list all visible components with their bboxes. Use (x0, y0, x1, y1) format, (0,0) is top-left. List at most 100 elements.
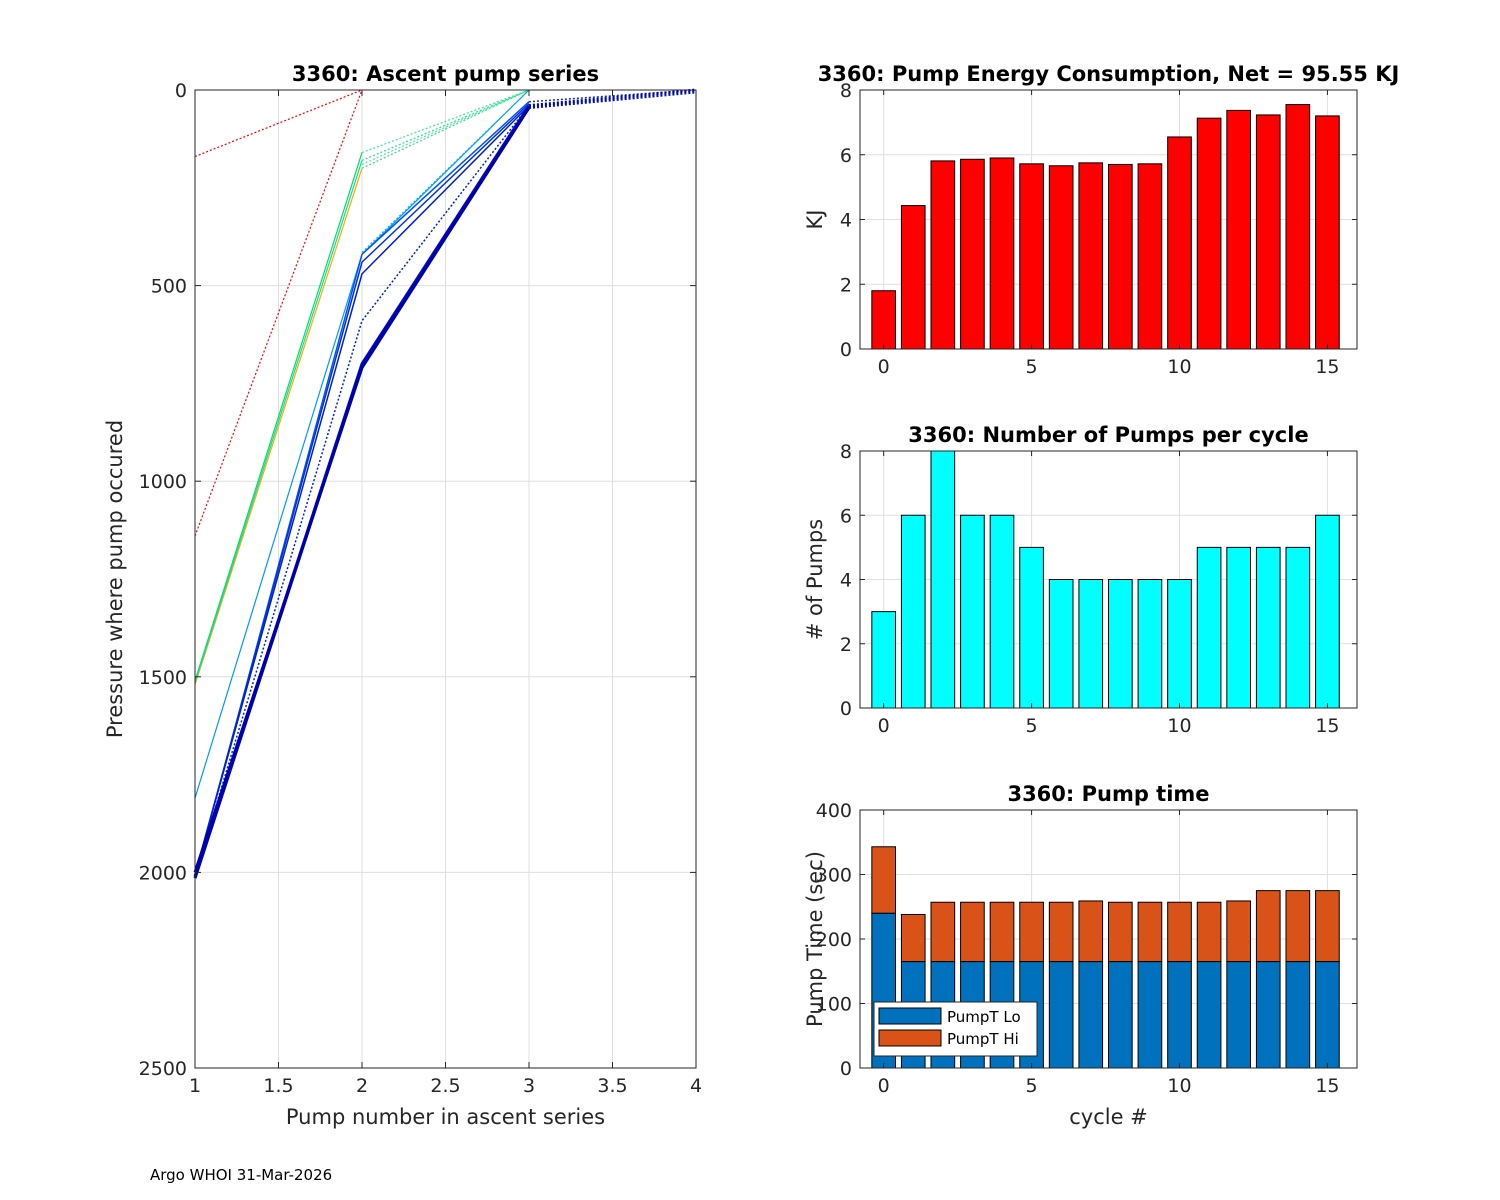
y-tick-label: 300 (816, 865, 852, 887)
bar (1196, 546, 1222, 709)
bar-hi (1285, 890, 1311, 963)
bar-hi (1108, 901, 1133, 963)
bar (930, 450, 956, 709)
x-tick-label: 5 (1026, 715, 1038, 737)
chart-title: 3360: Pump time (1007, 782, 1209, 806)
legend-box (873, 1001, 1038, 1057)
legend-label: PumpT Hi (947, 1030, 1019, 1048)
x-tick-label: 5 (1026, 356, 1038, 378)
x-tick-label: 3 (523, 1075, 535, 1097)
bar-hi (1048, 901, 1074, 963)
x-tick-label: 1 (189, 1075, 201, 1097)
y-tick-label: 200 (816, 929, 852, 951)
bar (1196, 117, 1222, 350)
series-line-0 (194, 89, 363, 537)
x-tick-label: 10 (1167, 1075, 1191, 1097)
bar (1048, 165, 1074, 350)
bar-lo (1167, 961, 1192, 1069)
x-tick-label: 2 (356, 1075, 368, 1097)
series-line-2 (194, 168, 363, 685)
x-tick-label: 15 (1315, 1075, 1339, 1097)
series-line-13 (194, 105, 530, 875)
bar (1226, 546, 1252, 709)
y-tick-label: 0 (840, 1058, 852, 1080)
y-axis-label: # of Pumps (803, 519, 827, 641)
bar-hi (1078, 900, 1104, 963)
y-axis-label: Pressure where pump occured (103, 420, 127, 738)
bar (989, 514, 1015, 709)
x-tick-label: 4 (690, 1075, 702, 1097)
bar (1285, 546, 1311, 709)
x-tick-label: 0 (878, 356, 890, 378)
y-tick-label: 2 (840, 634, 852, 656)
x-tick-label: 0 (878, 1075, 890, 1097)
bar-lo (1078, 961, 1104, 1069)
chart-title: 3360: Pump Energy Consumption, Net = 95.… (818, 62, 1400, 86)
bar (1255, 546, 1281, 709)
bar (1078, 579, 1104, 709)
bar (960, 158, 985, 350)
bar-hi (960, 901, 985, 963)
y-tick-label: 0 (840, 339, 852, 361)
bar-hi (930, 901, 956, 963)
series-line-10 (361, 89, 530, 253)
x-tick-label: 1.5 (263, 1075, 293, 1097)
series-line-8 (361, 89, 530, 165)
y-tick-label: 2500 (139, 1058, 187, 1080)
axes-pumptime: PumpT Lo PumpT Hi 0 5 10 15 0 100 200 300 400 3360:… (803, 782, 1358, 1129)
y-tick-label: 8 (840, 441, 852, 463)
y-tick-label: 6 (840, 505, 852, 527)
y-tick-label: 8 (840, 80, 852, 102)
y-tick-label: 2000 (139, 862, 187, 884)
series-line-5 (361, 89, 530, 154)
bar-hi (989, 901, 1015, 963)
x-tick-label: 10 (1167, 715, 1191, 737)
bar-lo (1285, 961, 1311, 1069)
bar-lo (1108, 961, 1133, 1069)
bar (1108, 163, 1133, 350)
legend-swatch (878, 1007, 942, 1025)
bar (1255, 114, 1281, 350)
bar (1108, 579, 1133, 709)
x-tick-label: 15 (1315, 356, 1339, 378)
bar (1048, 579, 1074, 709)
series-line-12 (194, 103, 530, 875)
bar-hi (1255, 890, 1281, 963)
bar (1078, 162, 1104, 350)
bar-hi (1196, 901, 1222, 963)
legend: PumpT Lo PumpT Hi (873, 1001, 1038, 1057)
bar-hi (1315, 890, 1340, 963)
bar-hi (1167, 901, 1192, 963)
footer-stamp: Argo WHOI 31-Mar-2026 (150, 1166, 333, 1184)
x-tick-label: 2.5 (430, 1075, 460, 1097)
x-tick-label: 15 (1315, 715, 1339, 737)
bar-lo (1048, 961, 1074, 1069)
bar (1167, 579, 1192, 709)
bar-hi (900, 913, 926, 963)
bar-hi (1226, 900, 1252, 963)
bar (930, 160, 956, 350)
bar (871, 290, 896, 350)
bar (871, 611, 896, 709)
y-axis-label: KJ (803, 210, 827, 230)
bar (1315, 115, 1340, 350)
bar-hi (871, 846, 896, 914)
bar-lo (1255, 961, 1281, 1069)
axes-pumps: 0 5 10 15 0 2 4 6 8 3360: Number of Pumps per cyc… (803, 423, 1358, 737)
bar (1137, 163, 1163, 350)
y-tick-label: 400 (816, 800, 852, 822)
bar-lo (1315, 961, 1340, 1069)
chart-title: 3360: Ascent pump series (292, 62, 599, 86)
series-line-4 (194, 152, 363, 681)
x-axis-label: Pump number in ascent series (286, 1105, 605, 1129)
y-tick-label: 100 (816, 994, 852, 1016)
y-tick-label: 1500 (139, 667, 187, 689)
bar-hi (1019, 901, 1044, 963)
x-tick-label: 3.5 (597, 1075, 627, 1097)
bar (1315, 514, 1340, 709)
y-tick-label: 2 (840, 274, 852, 296)
bar (1137, 579, 1163, 709)
x-tick-label: 10 (1167, 356, 1191, 378)
